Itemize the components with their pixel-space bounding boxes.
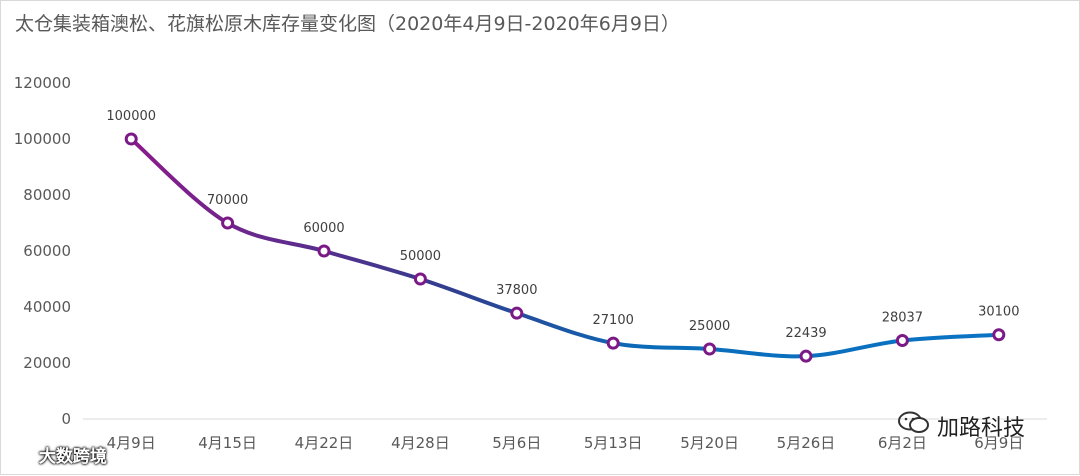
- x-tick-label: 4月28日: [391, 434, 450, 452]
- data-label: 30100: [978, 305, 1019, 320]
- markers: [124, 132, 1006, 363]
- y-tick-label: 20000: [23, 354, 71, 372]
- data-point: [221, 216, 235, 230]
- x-tick-label: 5月6日: [492, 434, 541, 452]
- data-label: 37800: [496, 283, 537, 298]
- y-tick-label: 100000: [14, 130, 71, 148]
- x-tick-label: 6月9日: [974, 434, 1023, 452]
- data-point: [606, 336, 620, 350]
- y-tick-label: 40000: [23, 298, 71, 316]
- data-label: 70000: [207, 193, 248, 208]
- x-tick-label: 4月9日: [107, 434, 156, 452]
- data-point: [124, 132, 138, 146]
- data-point: [799, 349, 813, 363]
- y-tick-label: 120000: [14, 74, 71, 92]
- data-label: 60000: [303, 221, 344, 236]
- data-point: [703, 342, 717, 356]
- data-point: [413, 272, 427, 286]
- y-axis: 0 20000 40000 60000 80000 100000 120000: [14, 74, 71, 428]
- data-point: [510, 306, 524, 320]
- y-tick-label: 0: [61, 410, 71, 428]
- watermark-left-text: 大数跨境: [38, 447, 107, 467]
- data-label: 25000: [689, 319, 730, 334]
- x-tick-label: 5月20日: [680, 434, 739, 452]
- watermark-right-text: 加路科技: [937, 416, 1026, 441]
- x-tick-label: 6月2日: [878, 434, 927, 452]
- data-labels: 100000 70000 60000 50000 37800 27100 25000 2243…: [106, 109, 1019, 341]
- watermark-left: 大数跨境: [7, 442, 107, 467]
- wechat-icon: [897, 410, 931, 442]
- data-point: [895, 333, 909, 347]
- data-point: [992, 328, 1006, 342]
- data-label: 27100: [593, 313, 634, 328]
- x-tick-label: 4月22日: [295, 434, 354, 452]
- logo-icon: [7, 444, 33, 467]
- y-tick-label: 60000: [23, 242, 71, 260]
- x-tick-label: 5月26日: [777, 434, 836, 452]
- x-tick-label: 5月13日: [584, 434, 643, 452]
- data-label: 50000: [400, 249, 441, 264]
- data-label: 100000: [106, 109, 156, 124]
- y-tick-label: 80000: [23, 186, 71, 204]
- x-axis: 4月9日 4月15日 4月22日 4月28日 5月6日 5月13日 5月20日 5月26日 6月…: [107, 434, 1024, 452]
- x-tick-label: 4月15日: [198, 434, 257, 452]
- chart-title: 太仓集装箱澳松、花旗松原木库存量变化图（2020年4月9日-2020年6月9日）: [15, 13, 680, 35]
- data-point: [317, 244, 331, 258]
- series-line: [129, 137, 1001, 359]
- watermark-right: 加路科技: [897, 410, 1025, 442]
- data-label: 22439: [785, 326, 826, 341]
- data-label: 28037: [882, 310, 923, 325]
